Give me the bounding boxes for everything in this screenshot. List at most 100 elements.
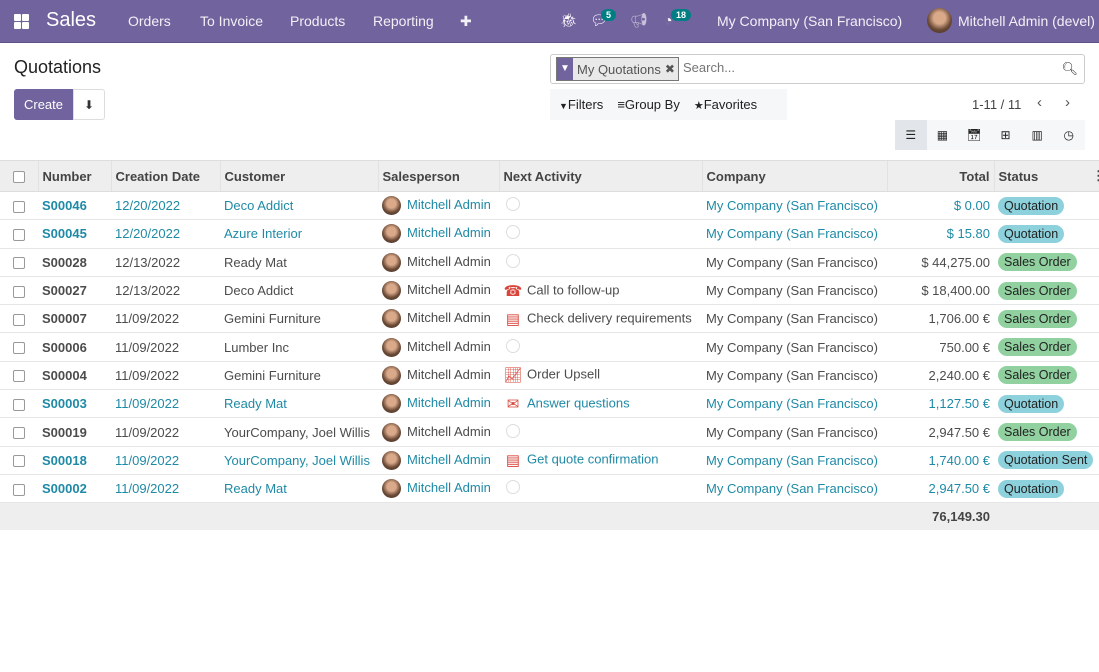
table-row[interactable]: S00003 11/09/2022 Ready Mat Mitchell Admin ✉…	[0, 389, 1099, 419]
clock-icon[interactable]	[503, 225, 523, 242]
clock-icon[interactable]	[503, 253, 523, 271]
next-activity[interactable]: ✉ Answer questions	[499, 389, 702, 419]
clock-icon[interactable]	[503, 423, 523, 441]
pager-previous-icon[interactable]: ‹	[1037, 94, 1042, 111]
apps-menu-icon[interactable]	[14, 14, 30, 29]
row-checkbox[interactable]	[0, 304, 38, 334]
clock-icon[interactable]	[503, 480, 523, 497]
header-salesperson[interactable]: Salesperson	[377, 160, 499, 192]
remove-facet-icon[interactable]: ✖	[664, 62, 675, 76]
header-next-activity[interactable]: Next Activity	[498, 160, 702, 192]
user-menu[interactable]: Mitchell Admin (devel)	[958, 13, 1095, 29]
table-row[interactable]: S00045 12/20/2022 Azure Interior Mitchell A…	[0, 219, 1099, 249]
activity-view-icon[interactable]: ◷	[1063, 128, 1074, 142]
table-row[interactable]: S00006 11/09/2022 Lumber Inc Mitchell Admin…	[0, 332, 1099, 362]
checkbox[interactable]	[13, 370, 25, 383]
activity-clock-icon[interactable]: ◔	[664, 12, 673, 28]
checkbox[interactable]	[13, 342, 25, 355]
avatar	[382, 337, 401, 357]
table-row[interactable]: S00002 11/09/2022 Ready Mat Mitchell Admin M…	[0, 474, 1099, 504]
row-checkbox[interactable]	[0, 191, 38, 221]
row-checkbox[interactable]	[0, 361, 38, 391]
header-creation-date[interactable]: Creation Date	[110, 160, 220, 192]
pager-value[interactable]: 1-11 / 11	[972, 97, 1022, 112]
checkbox[interactable]	[13, 455, 25, 468]
user-avatar[interactable]	[927, 8, 952, 33]
row-checkbox[interactable]	[0, 417, 38, 447]
next-activity[interactable]	[499, 474, 702, 504]
checkbox[interactable]	[13, 427, 25, 440]
table-row[interactable]: S00028 12/13/2022 Ready Mat Mitchell Admin M…	[0, 248, 1099, 277]
header-company[interactable]: Company	[701, 160, 887, 192]
checkbox[interactable]	[13, 285, 25, 298]
calendar-view-icon[interactable]: 📅︎	[966, 128, 982, 142]
table-row[interactable]: S00004 11/09/2022 Gemini Furniture Mitchell…	[0, 361, 1099, 391]
table-row[interactable]: S00007 11/09/2022 Gemini Furniture Mitchell…	[0, 304, 1099, 334]
company-switcher[interactable]: My Company (San Francisco)	[717, 13, 903, 29]
header-status[interactable]: Status	[993, 160, 1099, 192]
pager-next-icon[interactable]: ›	[1065, 94, 1070, 111]
app-name[interactable]: Sales	[46, 9, 97, 31]
next-activity[interactable]	[499, 332, 702, 362]
row-checkbox[interactable]	[0, 219, 38, 249]
table-row[interactable]: S00018 11/09/2022 YourCompany, Joel Willis…	[0, 446, 1099, 475]
optional-columns-icon[interactable]: ⋮	[1092, 168, 1099, 183]
create-button[interactable]: Create	[14, 89, 73, 120]
salesperson: Mitchell Admin	[378, 276, 499, 306]
status-badge: Quotation	[998, 224, 1065, 243]
next-activity[interactable]	[499, 248, 702, 277]
list-view-icon[interactable]: ☰	[895, 120, 927, 150]
row-checkbox[interactable]	[0, 389, 38, 419]
next-activity[interactable]: ☎ Call to follow-up	[499, 276, 702, 306]
checkbox[interactable]	[13, 398, 25, 411]
graph-view-icon[interactable]: ▥	[1031, 128, 1043, 142]
next-activity[interactable]	[499, 219, 702, 249]
header-customer[interactable]: Customer	[219, 160, 378, 192]
table-row[interactable]: S00019 11/09/2022 YourCompany, Joel Willis…	[0, 417, 1099, 447]
checkbox[interactable]	[13, 200, 25, 213]
row-checkbox[interactable]	[0, 276, 38, 306]
bug-icon[interactable]: 🐞︎	[560, 12, 578, 28]
filters-dropdown[interactable]: ▼Filters	[559, 97, 603, 112]
server-icon[interactable]: ▤	[505, 310, 521, 328]
status-badge: Sales Order	[998, 281, 1077, 300]
menu-to-invoice[interactable]: To Invoice	[200, 13, 264, 29]
kanban-view-icon[interactable]: ▦	[936, 128, 949, 142]
search-icon[interactable]: 🔍︎	[1061, 61, 1078, 76]
header-total[interactable]: Total	[886, 160, 994, 192]
menu-products[interactable]: Products	[290, 13, 346, 29]
server-icon[interactable]: ▤	[505, 452, 521, 470]
menu-orders[interactable]: Orders	[128, 13, 171, 29]
order-number: S00018	[38, 446, 111, 475]
checkbox[interactable]	[13, 313, 25, 326]
row-checkbox[interactable]	[0, 474, 38, 504]
next-activity[interactable]: 📈︎ Order Upsell	[499, 361, 702, 391]
megaphone-icon[interactable]: 📢︎	[630, 12, 648, 28]
envelope-icon[interactable]: ✉	[506, 395, 520, 413]
menu-reporting[interactable]: Reporting	[373, 13, 434, 29]
clock-icon[interactable]	[503, 197, 523, 214]
pivot-view-icon[interactable]: ⊞	[1000, 128, 1011, 142]
next-activity[interactable]: ▤ Check delivery requirements	[499, 304, 702, 334]
table-row[interactable]: S00027 12/13/2022 Deco Addict Mitchell Admi…	[0, 276, 1099, 306]
favorites-dropdown[interactable]: ★Favorites	[694, 97, 757, 112]
row-checkbox[interactable]	[0, 446, 38, 475]
checkbox[interactable]	[13, 483, 25, 496]
phone-icon[interactable]: ☎	[503, 282, 523, 300]
download-icon[interactable]: ⬇	[73, 89, 105, 120]
checkbox[interactable]	[13, 229, 25, 241]
row-checkbox[interactable]	[0, 332, 38, 362]
header-number[interactable]: Number	[37, 160, 111, 192]
line-chart-icon[interactable]: 📈︎	[503, 367, 523, 385]
plus-icon[interactable]: ✚	[460, 13, 472, 29]
group-by-dropdown[interactable]: ≡Group By	[617, 97, 680, 112]
row-checkbox[interactable]	[0, 248, 38, 277]
table-row[interactable]: S00046 12/20/2022 Deco Addict Mitchell Admi…	[0, 191, 1099, 221]
clock-icon[interactable]	[503, 338, 523, 356]
next-activity[interactable]	[499, 417, 702, 447]
next-activity[interactable]: ▤ Get quote confirmation	[499, 446, 702, 475]
search-input[interactable]	[683, 60, 1053, 75]
select-all-checkbox[interactable]	[0, 160, 38, 192]
checkbox[interactable]	[13, 257, 25, 270]
next-activity[interactable]	[499, 191, 702, 221]
